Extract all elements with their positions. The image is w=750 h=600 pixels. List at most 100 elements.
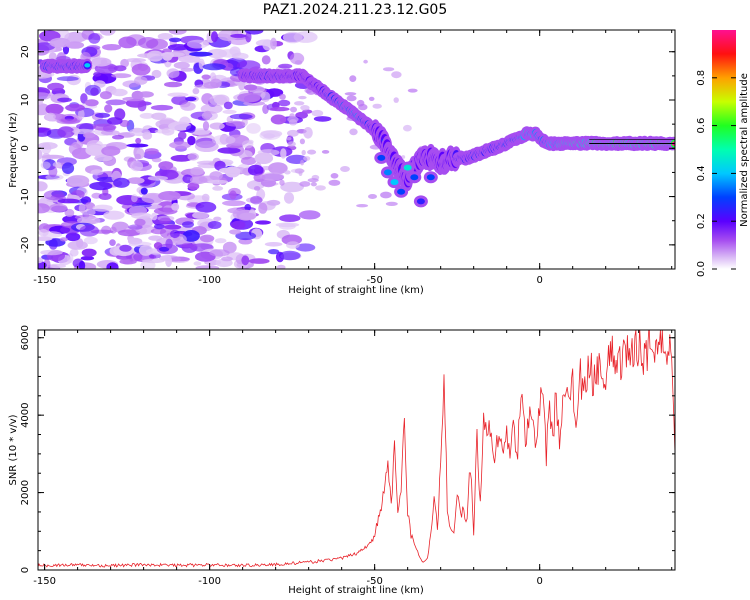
y-tick-label: 2000: [20, 480, 31, 505]
noise-blob: [212, 186, 224, 191]
noise-blob: [92, 204, 113, 212]
noise-blob: [68, 143, 82, 155]
noise-blob: [78, 109, 85, 120]
noise-blob: [311, 109, 324, 117]
noise-blob: [162, 54, 172, 61]
noise-blob: [104, 104, 113, 113]
noise-blob: [137, 37, 159, 49]
noise-blob: [209, 171, 223, 181]
noise-blob: [225, 166, 241, 178]
noise-blob: [48, 165, 58, 178]
noise-blob: [142, 258, 165, 264]
noise-blob: [147, 175, 168, 181]
noise-blob: [106, 262, 119, 269]
noise-blob: [262, 39, 273, 51]
noise-blob: [187, 152, 199, 161]
noise-blob: [111, 88, 128, 97]
ridge-spot: [397, 188, 406, 195]
noise-blob: [150, 104, 174, 111]
noise-blob: [158, 191, 181, 201]
noise-blob: [244, 203, 251, 211]
noise-blob: [113, 65, 127, 72]
x-tick-label: -50: [366, 576, 382, 587]
noise-blob: [380, 191, 392, 199]
noise-blob: [301, 149, 306, 156]
noise-blob: [276, 264, 286, 269]
noise-blob: [135, 137, 142, 144]
noise-blob: [111, 73, 132, 79]
noise-blob: [330, 173, 339, 179]
noise-blob: [300, 159, 305, 166]
noise-blob: [45, 112, 56, 122]
noise-blob: [146, 50, 164, 62]
noise-blob: [67, 240, 88, 250]
noise-blob: [349, 128, 358, 136]
noise-blob: [189, 51, 213, 57]
noise-blob: [56, 118, 81, 125]
noise-blob: [78, 260, 86, 269]
noise-blob: [126, 58, 146, 63]
noise-blob: [279, 93, 286, 100]
noise-blob: [229, 190, 237, 200]
noise-blob: [140, 187, 148, 195]
x-tick-label: -150: [33, 576, 56, 587]
noise-blob: [144, 148, 159, 155]
noise-blob: [158, 246, 170, 252]
noise-blob: [253, 186, 261, 191]
noise-blob: [346, 95, 357, 102]
noise-blob: [105, 99, 127, 106]
noise-blob: [202, 63, 226, 71]
noise-blob: [247, 164, 264, 176]
noise-blob: [382, 67, 395, 72]
noise-blob: [199, 234, 215, 243]
noise-blob: [209, 94, 228, 106]
noise-blob: [99, 30, 116, 36]
snr-xlabel: Height of straight line (km): [288, 585, 424, 596]
noise-blob: [170, 229, 180, 239]
y-tick-label: -20: [20, 237, 31, 253]
noise-blob: [307, 149, 317, 155]
noise-blob: [235, 231, 257, 241]
x-tick-label: 0: [536, 275, 542, 286]
noise-blob: [241, 255, 250, 266]
noise-blob: [178, 55, 201, 63]
colorbar-tick-label: 0.2: [696, 213, 707, 229]
snr-ticks: -150 -100 -50 0 0 2000 4000 6000: [20, 325, 675, 587]
noise-blob: [99, 91, 112, 100]
x-tick-label: 0: [536, 576, 542, 587]
noise-blob: [57, 198, 80, 204]
noise-blob: [76, 123, 97, 130]
noise-blob: [151, 69, 162, 79]
noise-blob: [158, 161, 174, 170]
noise-blob: [57, 97, 72, 103]
noise-blob: [170, 154, 193, 162]
noise-blob: [295, 243, 316, 252]
noise-blob: [80, 93, 88, 104]
colorbar-tick-label: 0.0: [696, 261, 707, 277]
noise-blob: [128, 241, 152, 247]
noise-blob: [313, 116, 332, 122]
noise-blob: [289, 113, 295, 118]
noise-blob: [393, 97, 399, 103]
noise-blob: [328, 179, 341, 186]
noise-blob: [153, 223, 165, 230]
noise-blob: [246, 180, 265, 190]
noise-blob: [211, 134, 236, 145]
ridge-spot: [410, 174, 419, 181]
noise-blob: [168, 121, 192, 131]
noise-blob: [164, 224, 182, 230]
noise-blob: [270, 106, 290, 112]
noise-blob: [128, 205, 148, 216]
noise-blob: [38, 92, 52, 100]
noise-blob: [169, 141, 192, 149]
noise-blob: [260, 172, 285, 181]
noise-blob: [284, 170, 291, 175]
noise-blob: [102, 44, 122, 51]
noise-blob: [38, 257, 44, 264]
y-tick-label: 0: [20, 145, 31, 151]
noise-blob: [49, 37, 71, 48]
colorbar-tick-label: 0.6: [696, 118, 707, 134]
x-tick-label: -100: [198, 576, 221, 587]
noise-blob: [363, 59, 368, 64]
